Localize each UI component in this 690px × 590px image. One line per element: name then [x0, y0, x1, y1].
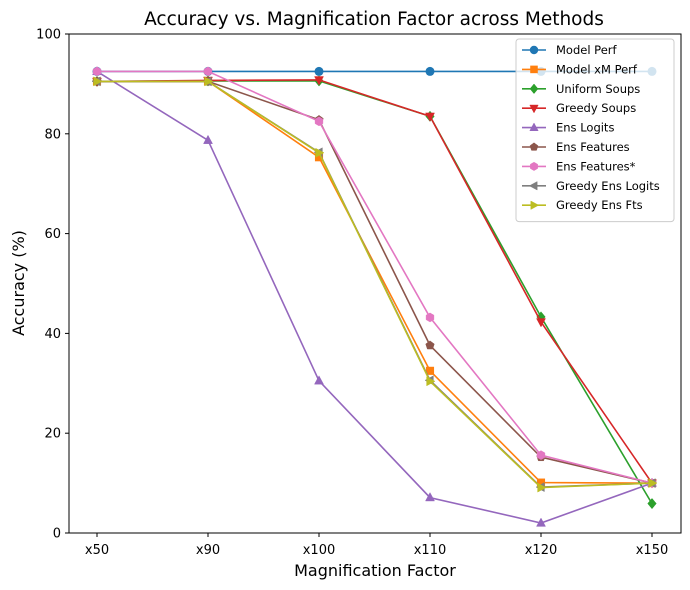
- legend-marker: [529, 45, 539, 55]
- x-tick-label: x100: [303, 543, 336, 558]
- data-point: [314, 116, 324, 127]
- legend-item: Ens Logits: [522, 121, 614, 135]
- legend-label: Ens Logits: [556, 121, 614, 135]
- y-tick-label: 100: [36, 28, 61, 43]
- legend-item: Model Perf: [522, 43, 618, 57]
- data-point: [93, 76, 103, 87]
- data-point: [314, 375, 324, 385]
- series-line: [96, 79, 653, 484]
- x-tick-label: x90: [196, 543, 220, 558]
- chart-title: Accuracy vs. Magnification Factor across…: [144, 9, 604, 30]
- data-point: [426, 376, 436, 387]
- legend-marker: [528, 181, 538, 191]
- data-point: [425, 312, 435, 323]
- legend-label: Greedy Soups: [556, 101, 636, 115]
- x-axis-label: Magnification Factor: [294, 561, 456, 580]
- x-tick-label: x150: [636, 543, 669, 558]
- legend-item: Greedy Soups: [522, 101, 636, 115]
- series-ens-features: [92, 66, 657, 488]
- legend-marker: [529, 142, 539, 151]
- plot-area: [91, 65, 658, 527]
- legend-label: Model xM Perf: [556, 62, 638, 76]
- legend-marker: [530, 161, 538, 171]
- x-tick-label: x110: [414, 543, 447, 558]
- legend-label: Model Perf: [556, 43, 618, 57]
- data-point: [314, 76, 324, 86]
- legend-item: Model xM Perf: [522, 62, 638, 76]
- data-point: [315, 147, 325, 158]
- legend-item: Uniform Soups: [522, 82, 640, 96]
- legend-item: Ens Features*: [522, 159, 636, 173]
- legend-marker: [529, 122, 539, 131]
- data-point: [647, 497, 657, 510]
- data-point: [425, 66, 435, 76]
- legend-marker: [529, 83, 539, 95]
- data-point: [92, 66, 102, 77]
- y-tick-label: 20: [44, 427, 61, 442]
- data-point: [203, 134, 213, 144]
- legend-marker: [530, 200, 540, 210]
- y-axis-label: Accuracy (%): [9, 230, 28, 336]
- legend-item: Ens Features: [522, 140, 630, 154]
- series-line: [96, 70, 653, 524]
- series-line: [97, 70, 653, 484]
- legend-label: Greedy Ens Fts: [556, 198, 643, 212]
- legend: Model Perf Model xM Perf Uniform Soups Gree…: [515, 38, 675, 223]
- data-point: [314, 153, 324, 162]
- data-point: [536, 517, 546, 527]
- data-point: [648, 478, 658, 489]
- legend-item: Greedy Ens Logits: [522, 179, 660, 193]
- legend-label: Uniform Soups: [556, 82, 640, 96]
- plot-frame: [68, 33, 682, 534]
- data-point: [425, 366, 435, 375]
- y-tick-label: 0: [53, 527, 61, 542]
- legend-label: Greedy Ens Logits: [556, 179, 660, 193]
- y-tick-label: 40: [44, 327, 61, 342]
- y-axis: 0 20 40 60 80 100: [36, 28, 69, 542]
- series-greedy-ens-fts: [93, 76, 658, 493]
- data-point: [314, 66, 324, 76]
- y-tick-label: 80: [44, 127, 61, 142]
- data-point: [536, 450, 546, 460]
- legend-marker: [530, 65, 538, 74]
- legend-item: Greedy Ens Fts: [522, 198, 643, 212]
- x-axis: x50 x90 x100 x110 x120 x150: [85, 533, 668, 558]
- data-point: [203, 66, 213, 77]
- x-tick-label: x120: [525, 543, 558, 558]
- legend-label: Ens Features*: [556, 159, 636, 173]
- data-point: [425, 492, 435, 502]
- data-point: [425, 340, 435, 350]
- data-point: [204, 76, 214, 87]
- data-point: [536, 318, 546, 328]
- x-tick-label: x50: [85, 543, 109, 558]
- legend-label: Ens Features: [556, 140, 630, 154]
- legend-box: [515, 38, 675, 223]
- legend-marker: [529, 104, 539, 114]
- series-line: [97, 80, 653, 489]
- data-point: [537, 482, 547, 493]
- data-point: [536, 478, 546, 487]
- y-tick-label: 60: [44, 227, 61, 242]
- data-point: [425, 112, 435, 122]
